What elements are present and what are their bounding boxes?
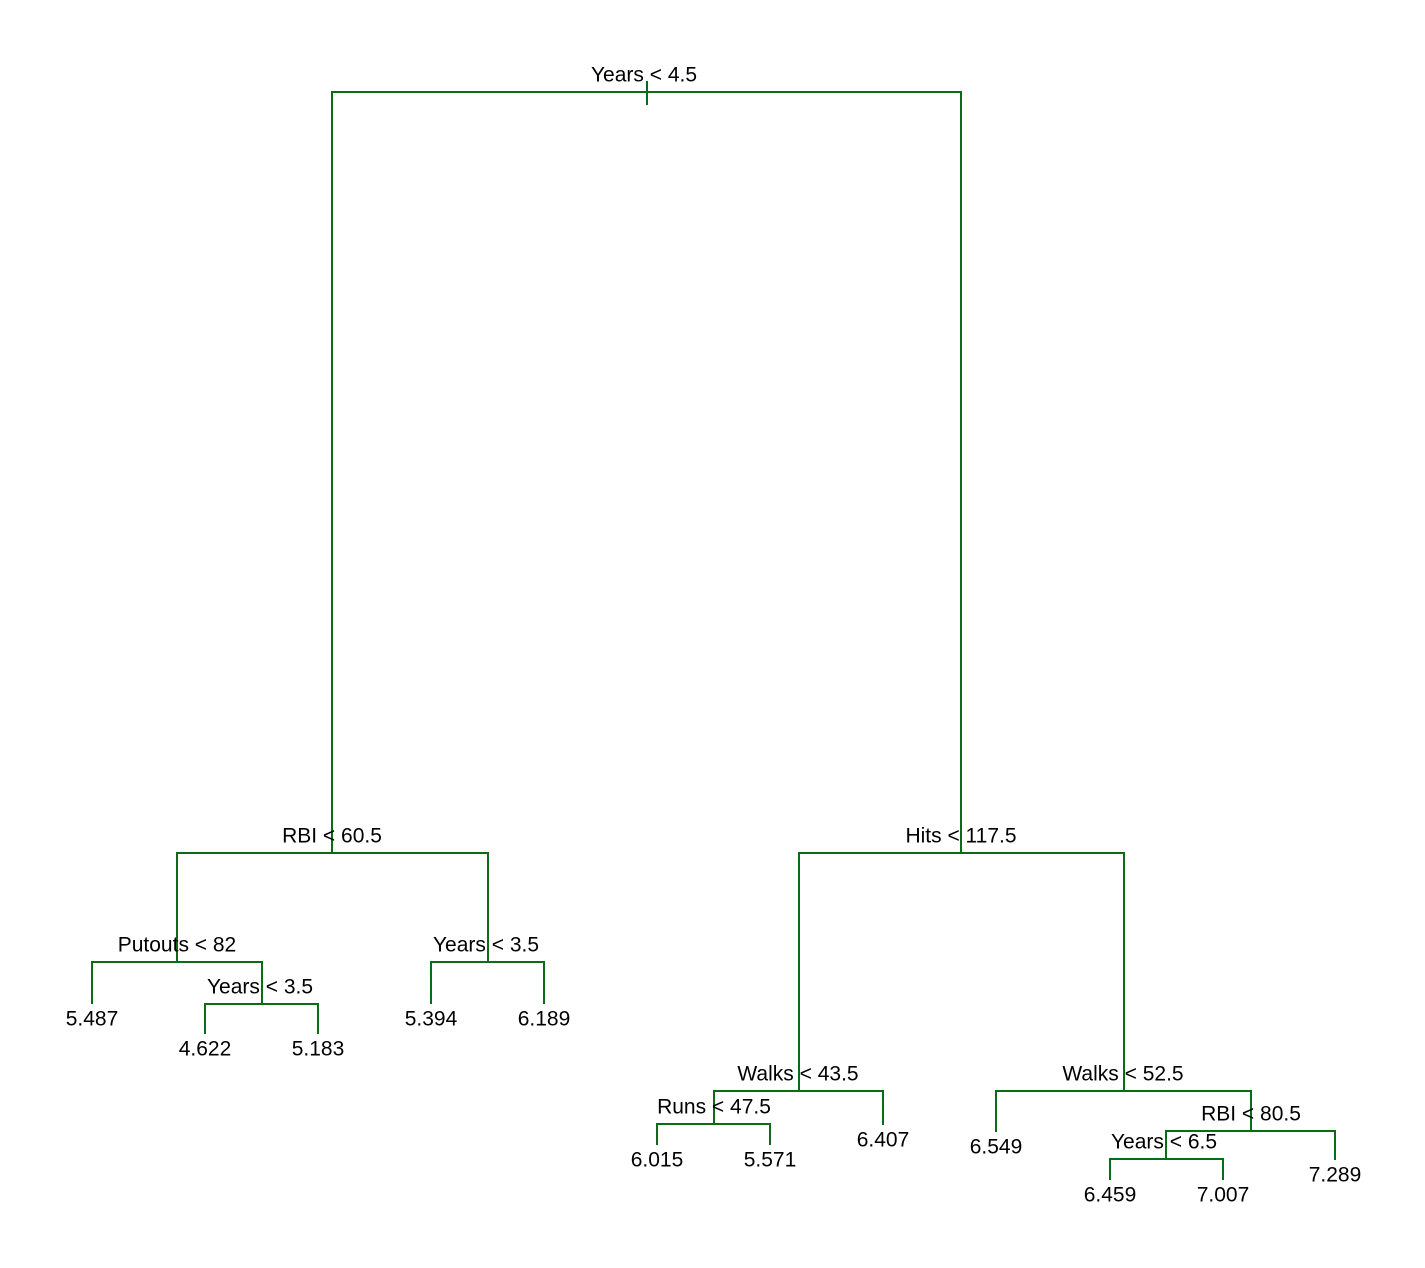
- leaf-value: 6.407: [857, 1129, 910, 1152]
- leaf-value: 6.189: [518, 1008, 571, 1031]
- split-label: Years < 3.5: [207, 976, 313, 999]
- split-label: Walks < 52.5: [1062, 1063, 1183, 1086]
- leaf-value: 5.183: [292, 1038, 345, 1061]
- split-label: Years < 3.5: [433, 934, 539, 957]
- leaf-value: 6.459: [1084, 1184, 1137, 1207]
- split-label: Years < 6.5: [1111, 1131, 1217, 1154]
- split-label: RBI < 80.5: [1201, 1103, 1301, 1126]
- leaf-value: 6.015: [631, 1149, 684, 1172]
- leaf-value: 6.549: [970, 1136, 1023, 1159]
- split-label: RBI < 60.5: [282, 825, 382, 848]
- leaf-value: 5.394: [405, 1008, 458, 1031]
- leaf-value: 5.487: [66, 1008, 119, 1031]
- leaf-value: 4.622: [179, 1038, 232, 1061]
- split-label: Hits < 117.5: [905, 825, 1016, 848]
- leaf-value: 5.571: [744, 1149, 797, 1172]
- split-label: Putouts < 82: [118, 934, 237, 957]
- leaf-value: 7.289: [1309, 1164, 1362, 1187]
- leaf-value: 7.007: [1197, 1184, 1250, 1207]
- split-label: Walks < 43.5: [737, 1063, 858, 1086]
- split-label: Runs < 47.5: [657, 1096, 771, 1119]
- split-label: Years < 4.5: [591, 64, 697, 87]
